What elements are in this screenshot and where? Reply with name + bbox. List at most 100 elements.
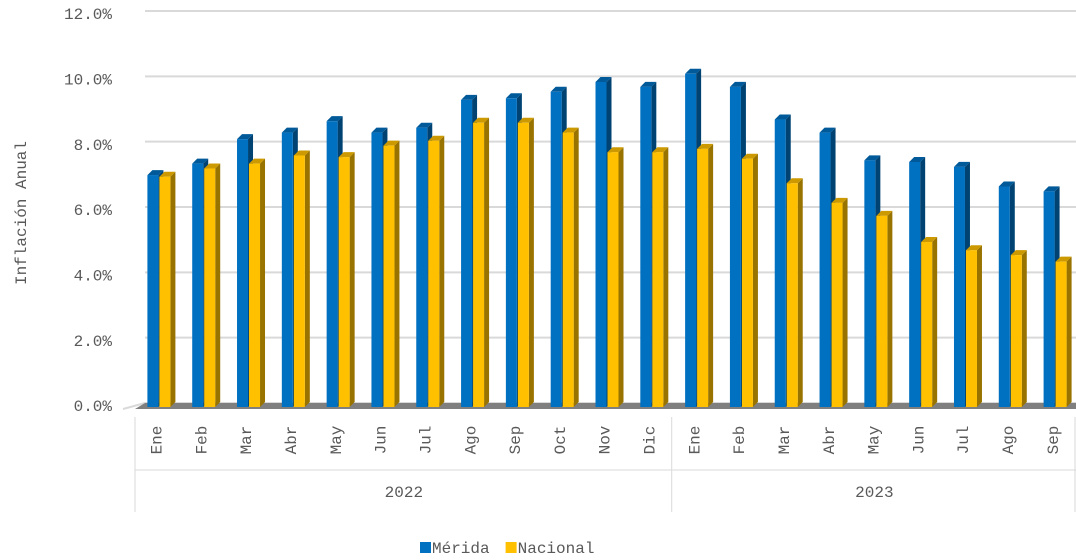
- bar: [595, 81, 607, 407]
- bar: [237, 139, 249, 407]
- bar-top: [786, 178, 803, 184]
- bar-top: [192, 158, 209, 164]
- bar-top: [1055, 256, 1072, 262]
- bar-top: [774, 114, 791, 120]
- x-tick-label: Dic: [642, 426, 660, 455]
- bar: [461, 99, 473, 407]
- bar-top: [998, 181, 1015, 187]
- group-label: 2023: [855, 484, 893, 502]
- bar: [550, 91, 562, 408]
- bar: [998, 186, 1010, 407]
- y-axis-title: Inflación Anual: [13, 141, 31, 285]
- legend-label: Nacional: [518, 540, 595, 558]
- x-tick-label: Ene: [149, 426, 167, 455]
- bar-side: [260, 158, 266, 407]
- bar: [909, 162, 921, 407]
- bar-top: [640, 81, 657, 87]
- bar: [1043, 191, 1055, 407]
- y-tick-label: 4.0%: [74, 268, 113, 286]
- x-tick-label: Sep: [507, 426, 525, 455]
- bar: [607, 152, 619, 407]
- bar-top: [876, 210, 893, 216]
- x-tick-label: Sep: [1045, 426, 1063, 455]
- bar-side: [484, 117, 490, 408]
- y-tick-label: 8.0%: [74, 137, 113, 155]
- y-tick-label: 2.0%: [74, 333, 113, 351]
- bar-top: [204, 163, 221, 169]
- bar-top: [819, 127, 836, 133]
- bar-top: [1010, 250, 1027, 256]
- bar: [729, 86, 741, 407]
- bar: [1055, 261, 1067, 407]
- bar-top: [517, 117, 534, 123]
- bar: [204, 168, 216, 407]
- bar-top: [652, 147, 669, 153]
- bar-side: [932, 237, 938, 407]
- x-tick-label: Jun: [373, 426, 391, 455]
- bar-side: [573, 127, 579, 407]
- bar: [819, 132, 831, 407]
- bar-top: [159, 171, 176, 177]
- bar-top: [461, 94, 478, 100]
- bar-side: [170, 171, 176, 407]
- bar-top: [237, 134, 254, 140]
- bar-top: [281, 127, 298, 133]
- bar: [1010, 255, 1022, 407]
- bar-top: [864, 155, 881, 161]
- bar-top: [831, 197, 848, 203]
- axis-line: [122, 402, 146, 410]
- bar-top: [921, 237, 938, 243]
- bar-side: [304, 150, 310, 407]
- bar: [640, 86, 652, 407]
- x-tick-label: Ene: [686, 426, 704, 455]
- bar-top: [326, 116, 343, 122]
- x-tick-label: Jul: [955, 426, 973, 455]
- bar-side: [215, 163, 221, 407]
- bar-top: [965, 245, 982, 251]
- bar-top: [909, 157, 926, 162]
- bar-top: [293, 150, 310, 156]
- bar: [338, 157, 350, 407]
- bar: [876, 215, 888, 407]
- bar-side: [797, 178, 803, 407]
- bar-side: [618, 147, 624, 407]
- bar: [428, 140, 440, 407]
- bar-top: [505, 93, 522, 99]
- bar: [416, 127, 428, 407]
- bar-top: [562, 127, 579, 133]
- bar: [774, 119, 786, 408]
- bar: [741, 158, 753, 407]
- bar-top: [416, 122, 433, 128]
- x-tick-label: Oct: [552, 426, 570, 455]
- bar: [249, 163, 261, 407]
- bar-top: [249, 158, 266, 164]
- bar-top: [607, 147, 624, 153]
- bar: [685, 73, 697, 408]
- bar-side: [663, 147, 669, 407]
- bar: [326, 121, 338, 408]
- bar: [786, 183, 798, 407]
- bar: [831, 202, 843, 407]
- bar: [192, 163, 204, 407]
- x-tick-label: Ago: [1000, 426, 1018, 455]
- bar-top: [383, 140, 400, 146]
- bar: [864, 160, 876, 407]
- y-tick-label: 0.0%: [74, 398, 113, 416]
- bar: [562, 132, 574, 407]
- bar-side: [752, 153, 758, 407]
- bar-side: [1066, 256, 1072, 407]
- x-tick-label: May: [866, 425, 884, 454]
- y-tick-label: 6.0%: [74, 202, 113, 220]
- bar-side: [528, 117, 534, 408]
- bar: [473, 122, 485, 408]
- bar-top: [147, 170, 164, 176]
- x-tick-label: Ago: [462, 426, 480, 455]
- bar-side: [439, 135, 445, 407]
- bar: [921, 242, 933, 407]
- legend-swatch: [505, 542, 517, 553]
- y-tick-label: 12.0%: [64, 6, 112, 24]
- bar: [697, 148, 709, 407]
- bar: [517, 122, 529, 408]
- y-tick-label: 10.0%: [64, 72, 112, 90]
